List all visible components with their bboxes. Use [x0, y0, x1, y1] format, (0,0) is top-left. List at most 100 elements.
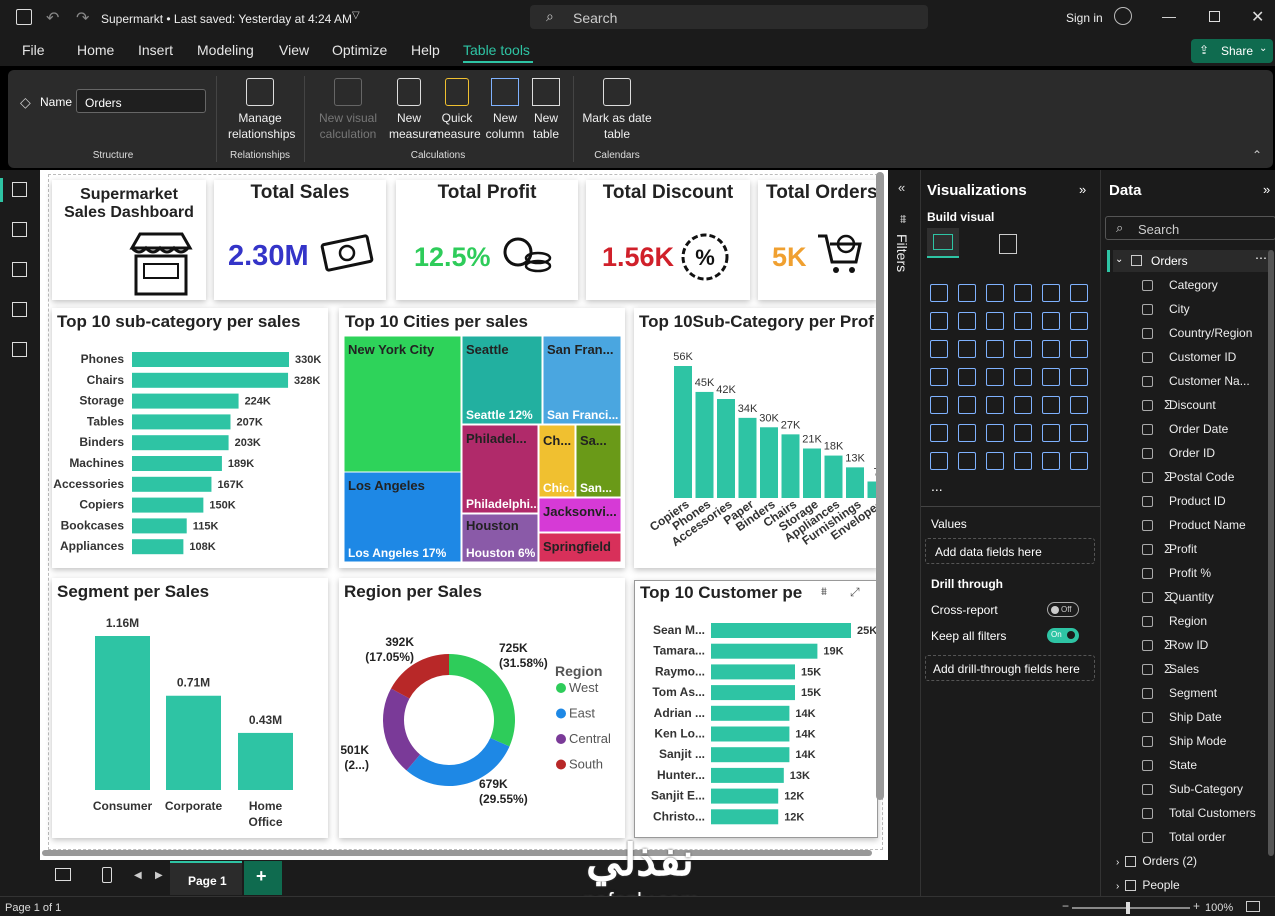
quick-measure-button[interactable]: Quick measure: [434, 78, 481, 142]
visual-type-icon[interactable]: [1014, 452, 1032, 470]
visual-type-icon[interactable]: [958, 452, 976, 470]
visual-type-icon[interactable]: [1070, 452, 1088, 470]
bar[interactable]: [867, 481, 879, 499]
field-checkbox[interactable]: [1142, 424, 1153, 436]
bar[interactable]: [132, 393, 239, 409]
field-item[interactable]: Customer Na...: [1142, 374, 1250, 388]
visual-type-icon[interactable]: [958, 424, 976, 442]
bar[interactable]: [711, 726, 790, 742]
zoom-slider[interactable]: [1072, 902, 1190, 914]
field-item[interactable]: Total order: [1142, 830, 1226, 844]
avatar-icon[interactable]: [1114, 7, 1132, 25]
legend-entry[interactable]: West: [569, 680, 599, 695]
visual-type-icon[interactable]: [1070, 284, 1088, 302]
bar[interactable]: [717, 399, 735, 498]
donut-slice[interactable]: [391, 654, 449, 699]
fit-to-page-icon[interactable]: [1246, 901, 1260, 912]
bar[interactable]: [711, 664, 795, 680]
visual-type-icon[interactable]: [1070, 312, 1088, 330]
visual-type-icon[interactable]: [1042, 396, 1060, 414]
menu-table-tools[interactable]: Table tools: [463, 42, 530, 58]
bar[interactable]: [132, 435, 229, 451]
total-orders-card[interactable]: Total Orders 5K: [758, 180, 878, 300]
minimize-icon[interactable]: —: [1162, 8, 1176, 24]
field-item[interactable]: City: [1142, 302, 1190, 316]
report-view-icon[interactable]: [12, 182, 27, 197]
visual-type-icon[interactable]: [1014, 396, 1032, 414]
dashboard-title-card[interactable]: Supermarket Sales Dashboard: [52, 180, 206, 300]
visual-type-icon[interactable]: [986, 396, 1004, 414]
field-item[interactable]: Σ Postal Code: [1142, 469, 1234, 484]
visual-type-icon[interactable]: [1070, 396, 1088, 414]
legend-entry[interactable]: South: [569, 757, 603, 772]
field-item[interactable]: Product Name: [1142, 518, 1246, 532]
redo-icon[interactable]: ↷: [76, 10, 90, 27]
new-column-button[interactable]: New column: [482, 78, 528, 142]
bar[interactable]: [132, 518, 187, 534]
undo-icon[interactable]: ↶: [46, 10, 60, 27]
field-checkbox[interactable]: [1142, 400, 1153, 412]
bar[interactable]: [711, 643, 818, 659]
field-checkbox[interactable]: [1142, 520, 1153, 532]
field-item[interactable]: Category: [1142, 278, 1218, 292]
dax-query-view-icon[interactable]: [12, 302, 27, 317]
filters-pane[interactable]: « ⩩ Filters: [888, 170, 920, 860]
total-profit-card[interactable]: Total Profit 12.5%: [396, 180, 578, 300]
bar[interactable]: [824, 455, 843, 498]
collapse-ribbon-icon[interactable]: ⌃: [1252, 148, 1263, 162]
menu-help[interactable]: Help: [411, 42, 440, 58]
bar[interactable]: [674, 366, 692, 498]
bar[interactable]: [132, 372, 289, 388]
field-checkbox[interactable]: [1142, 496, 1153, 508]
build-visual-tab[interactable]: [927, 228, 959, 258]
more-visuals-button[interactable]: ...: [931, 478, 943, 494]
field-checkbox[interactable]: [1142, 784, 1153, 796]
visual-type-icon[interactable]: [986, 312, 1004, 330]
values-well[interactable]: Add data fields here: [925, 538, 1095, 564]
new-table-button[interactable]: New table: [526, 78, 566, 142]
field-item[interactable]: State: [1142, 758, 1197, 772]
field-checkbox[interactable]: [1142, 808, 1153, 820]
bar[interactable]: [132, 539, 184, 555]
field-checkbox[interactable]: [1142, 544, 1153, 556]
canvas-horizontal-scrollbar[interactable]: [42, 850, 872, 856]
visual-type-icon[interactable]: [1042, 284, 1060, 302]
close-icon[interactable]: ✕: [1251, 9, 1265, 26]
segment-sales-card[interactable]: Segment per Sales 1.16M Consumer 0.71M Corp…: [52, 578, 328, 838]
visual-type-icon[interactable]: [1042, 424, 1060, 442]
canvas-vertical-scrollbar[interactable]: [876, 172, 884, 800]
field-checkbox[interactable]: [1142, 736, 1153, 748]
field-checkbox[interactable]: [1142, 712, 1153, 724]
visual-type-icon[interactable]: [1042, 340, 1060, 358]
visual-type-icon[interactable]: [930, 424, 948, 442]
visual-type-icon[interactable]: [930, 340, 948, 358]
keep-all-filters-toggle[interactable]: On: [1047, 628, 1079, 643]
total-discount-card[interactable]: Total Discount 1.56K %: [586, 180, 750, 300]
bar[interactable]: [166, 695, 221, 790]
visual-type-icon[interactable]: [1014, 424, 1032, 442]
bar[interactable]: [711, 747, 790, 763]
visual-type-icon[interactable]: [930, 396, 948, 414]
name-input[interactable]: Orders: [76, 89, 206, 113]
chevron-right-icon[interactable]: »: [1263, 182, 1271, 197]
visual-type-icon[interactable]: [930, 284, 948, 302]
treemap-cell[interactable]: [461, 424, 539, 514]
field-item[interactable]: Product ID: [1142, 494, 1226, 508]
drill-through-well[interactable]: Add drill-through fields here: [925, 655, 1095, 681]
treemap-cell[interactable]: [538, 497, 622, 533]
field-item[interactable]: Ship Date: [1142, 710, 1222, 724]
donut-slice[interactable]: [383, 688, 421, 771]
visual-type-icon[interactable]: [958, 368, 976, 386]
visual-type-icon[interactable]: [958, 284, 976, 302]
field-checkbox[interactable]: [1142, 376, 1153, 388]
bar[interactable]: [132, 414, 231, 430]
field-item[interactable]: Order ID: [1142, 446, 1215, 460]
menu-modeling[interactable]: Modeling: [197, 42, 254, 58]
bar[interactable]: [711, 685, 795, 701]
filter-icon[interactable]: ⩩: [821, 586, 827, 598]
add-page-button[interactable]: +: [244, 861, 282, 895]
donut-slice[interactable]: [449, 654, 515, 747]
visual-type-icon[interactable]: [1014, 284, 1032, 302]
new-visual-calculation-button[interactable]: New visual calculation: [308, 78, 388, 142]
menu-home[interactable]: Home: [77, 42, 115, 58]
